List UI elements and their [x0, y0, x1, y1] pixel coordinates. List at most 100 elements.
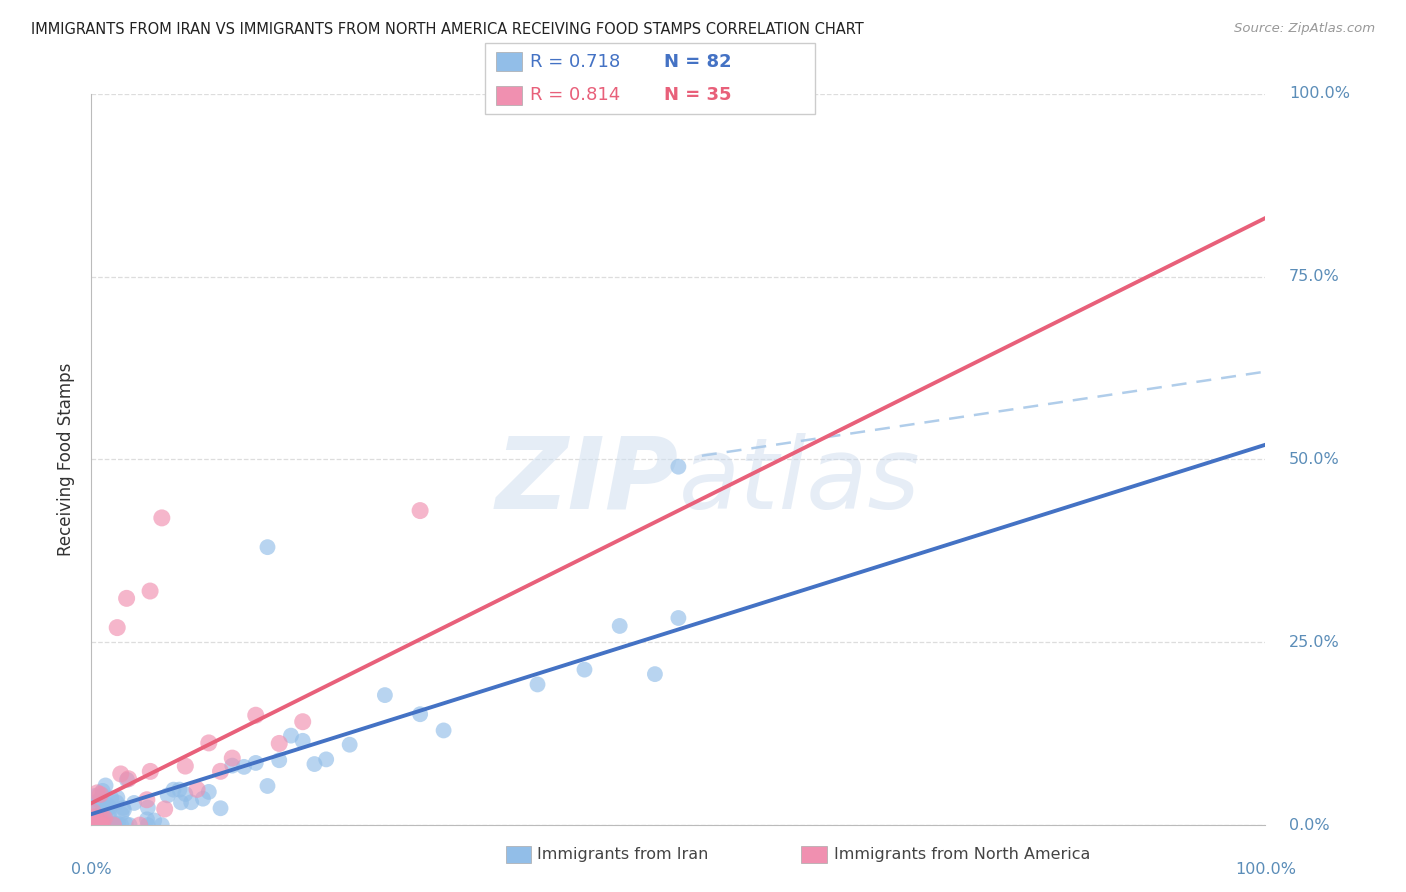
Point [89, 812, 111, 826]
Point [644, 94, 666, 108]
Point [197, 736, 219, 750]
Point [197, 785, 219, 799]
Point [269, 753, 291, 767]
Point [87, 818, 110, 832]
Point [209, 801, 232, 815]
Point [93, 818, 115, 832]
Point [433, 723, 456, 738]
Point [91, 784, 114, 798]
Point [86, 818, 108, 832]
Point [162, 782, 184, 797]
Point [115, 772, 138, 787]
Point [82, 818, 104, 832]
Point [666, 459, 689, 474]
Point [91, 804, 114, 818]
Point [526, 677, 548, 691]
Point [409, 503, 432, 517]
Point [117, 772, 139, 786]
Point [101, 818, 124, 832]
Point [87, 793, 110, 807]
Point [89, 818, 111, 832]
Point [256, 779, 278, 793]
Point [82, 818, 104, 832]
Point [98, 810, 121, 824]
Point [118, 818, 141, 832]
Point [89, 788, 111, 802]
Point [94, 818, 117, 832]
Point [156, 789, 179, 803]
Point [91, 818, 114, 832]
Point [86, 804, 108, 818]
Text: 0.0%: 0.0% [72, 862, 111, 877]
Point [103, 818, 125, 832]
Point [114, 817, 136, 831]
Y-axis label: Receiving Food Stamps: Receiving Food Stamps [58, 363, 76, 556]
Text: 50.0%: 50.0% [1289, 452, 1340, 467]
Point [110, 767, 132, 781]
Point [82, 818, 104, 832]
Point [90, 818, 112, 832]
Point [86, 786, 108, 800]
Point [96, 815, 118, 830]
Point [94, 779, 117, 793]
Point [93, 813, 115, 827]
Point [115, 591, 138, 606]
Point [186, 782, 208, 797]
Point [93, 811, 115, 825]
Point [139, 584, 162, 599]
Point [128, 818, 150, 832]
Point [233, 760, 256, 774]
Point [112, 801, 135, 815]
Point [644, 667, 666, 681]
Point [104, 817, 127, 831]
Point [90, 814, 112, 829]
Point [96, 802, 118, 816]
Text: Immigrants from North America: Immigrants from North America [834, 847, 1090, 862]
Text: R = 0.814: R = 0.814 [530, 87, 620, 104]
Point [136, 818, 159, 832]
Point [174, 787, 197, 801]
Point [94, 818, 117, 832]
Point [105, 796, 128, 810]
Point [82, 805, 104, 819]
Point [221, 751, 243, 765]
Point [169, 782, 191, 797]
Point [105, 621, 128, 635]
Point [304, 757, 326, 772]
Point [112, 803, 135, 817]
Point [136, 813, 159, 827]
Text: ZIP: ZIP [495, 433, 678, 530]
Point [291, 714, 314, 729]
Point [80, 818, 103, 832]
Point [280, 729, 302, 743]
Text: R = 0.718: R = 0.718 [530, 53, 620, 70]
Point [82, 814, 104, 828]
Point [84, 796, 107, 810]
Point [97, 798, 120, 813]
Point [98, 800, 121, 814]
Point [82, 814, 104, 828]
Point [153, 802, 176, 816]
Text: N = 35: N = 35 [664, 87, 731, 104]
Point [122, 796, 145, 810]
Point [136, 800, 159, 814]
Point [91, 818, 114, 832]
Point [174, 759, 197, 773]
Point [143, 814, 166, 828]
Point [87, 818, 110, 832]
Text: atlas: atlas [678, 433, 920, 530]
Text: 100.0%: 100.0% [1289, 87, 1350, 101]
Point [315, 752, 337, 766]
Point [86, 818, 108, 832]
Point [83, 789, 105, 803]
Text: 100.0%: 100.0% [1234, 862, 1296, 877]
Point [409, 707, 432, 722]
Point [87, 818, 110, 832]
Point [221, 758, 243, 772]
Point [339, 738, 361, 752]
Point [91, 810, 114, 824]
Text: N = 82: N = 82 [664, 53, 731, 70]
Text: IMMIGRANTS FROM IRAN VS IMMIGRANTS FROM NORTH AMERICA RECEIVING FOOD STAMPS CORR: IMMIGRANTS FROM IRAN VS IMMIGRANTS FROM … [31, 22, 863, 37]
Point [97, 814, 120, 829]
Point [96, 801, 118, 815]
